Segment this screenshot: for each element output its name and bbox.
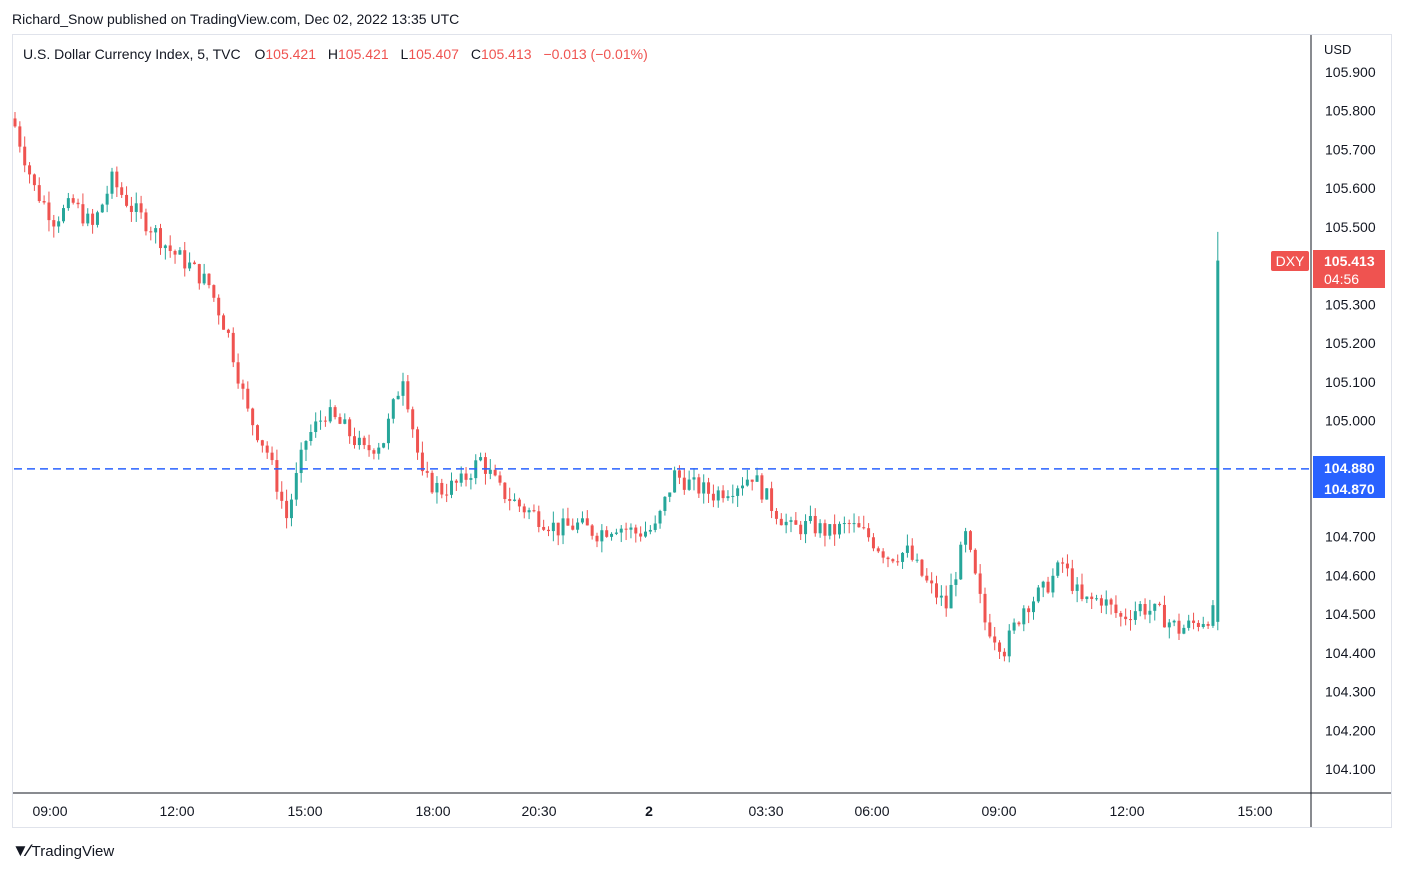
symbol-name[interactable]: U.S. Dollar Currency Index, 5, TVC [23, 46, 241, 62]
publisher-line: Richard_Snow published on TradingView.co… [12, 11, 460, 27]
currency-label[interactable]: USD [1324, 42, 1352, 57]
close-label: C [470, 46, 481, 62]
tradingview-logo-icon: ▼⁄ [12, 841, 30, 860]
low-value: 105.407 [408, 46, 459, 62]
close-value: 105.413 [480, 46, 532, 62]
open-label: O [254, 46, 266, 62]
high-label: H [327, 46, 339, 62]
open-value: 105.421 [265, 46, 316, 62]
low-label: L [400, 46, 409, 62]
chart-frame [12, 34, 1392, 828]
ohlc-legend: U.S. Dollar Currency Index, 5, TVC O105.… [23, 46, 648, 62]
change-value: −0.013 (−0.01%) [543, 46, 648, 62]
high-value: 105.421 [338, 46, 389, 62]
tradingview-logo[interactable]: ▼⁄ TradingView [12, 841, 114, 861]
brand-name: TradingView [31, 842, 115, 860]
